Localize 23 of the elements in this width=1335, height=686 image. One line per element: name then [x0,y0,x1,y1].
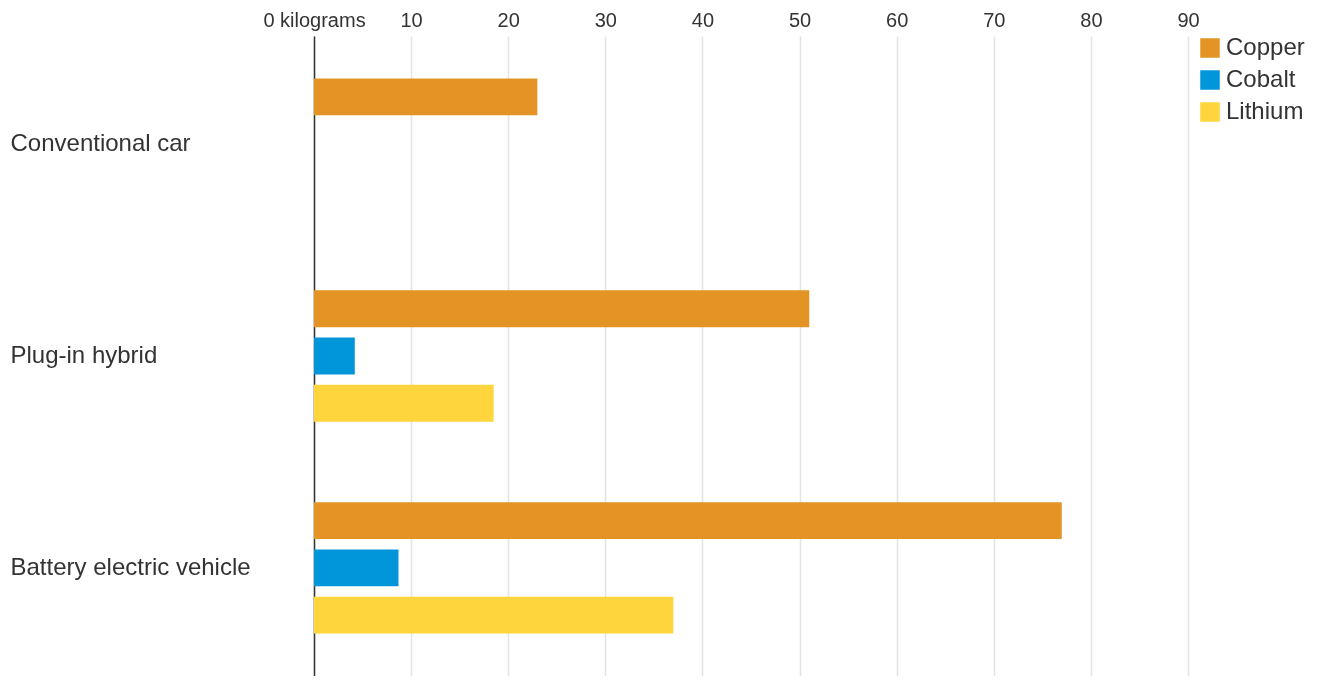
legend-label: Copper [1226,33,1305,60]
x-tick-label: 90 [1177,8,1200,31]
y-tick-label: Battery electric vehicle [10,552,251,580]
x-tick-label: 40 [691,8,715,31]
x-tick-label: 70 [983,8,1006,31]
legend-label: Cobalt [1226,65,1296,92]
bar [314,502,1062,540]
y-tick-label: Conventional car [10,129,191,157]
bar [314,290,810,328]
x-tick-label: 0 kilograms [263,8,366,31]
x-tick-label: 80 [1080,8,1103,31]
bar [314,78,538,116]
x-tick-label: 20 [497,8,520,31]
bar [314,549,399,587]
x-tick-label: 30 [594,8,617,31]
x-tick-label: 10 [400,8,423,31]
y-tick-label: Plug-in hybrid [10,341,158,368]
legend-label: Lithium [1226,97,1304,124]
bar [314,337,355,375]
bar [314,384,494,422]
x-tick-label: 50 [788,8,812,31]
bar [314,596,674,634]
x-tick-label: 60 [886,8,909,31]
